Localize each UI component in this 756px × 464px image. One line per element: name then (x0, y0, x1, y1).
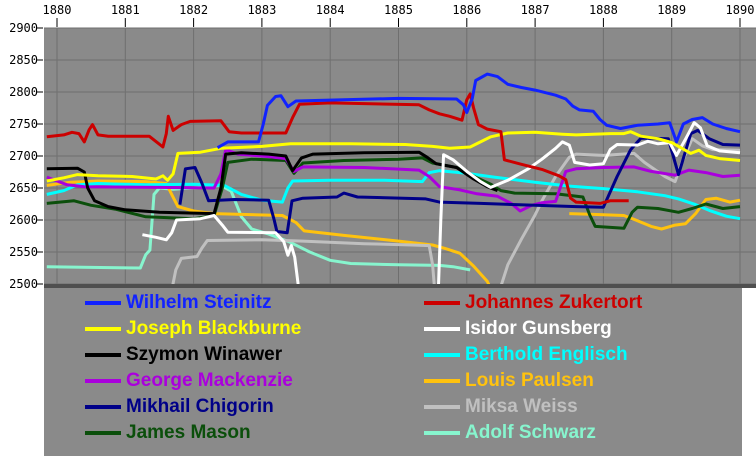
legend-label-mikhail-chigorin: Mikhail Chigorin (126, 396, 274, 417)
series-line-miksa-weiss (500, 137, 741, 284)
legend-label-james-mason: James Mason (126, 422, 251, 443)
legend-line-swatch-isidor-gunsberg (424, 327, 460, 331)
legend-label-isidor-gunsberg: Isidor Gunsberg (465, 318, 612, 339)
legend-line-swatch-szymon-winawer (85, 353, 121, 357)
legend-label-johannes-zukertort: Johannes Zukertort (465, 292, 643, 313)
legend-label-adolf-schwarz: Adolf Schwarz (465, 422, 596, 443)
series-line-isidor-gunsberg (142, 214, 300, 284)
x-axis-tick-label: 1888 (588, 3, 618, 17)
x-axis-tick-label: 1884 (315, 3, 345, 17)
legend-line-swatch-james-mason (85, 431, 121, 435)
y-axis-tick-label: 2500 (9, 277, 38, 291)
legend-line-swatch-mikhail-chigorin (85, 405, 121, 409)
series-line-isidor-gunsberg (437, 121, 741, 284)
y-axis-tick-label: 2700 (9, 149, 38, 163)
x-axis-tick-label: 1889 (657, 3, 687, 17)
legend-label-george-mackenzie: George Mackenzie (126, 370, 293, 391)
legend-line-swatch-adolf-schwarz (424, 431, 460, 435)
legend-line-swatch-miksa-weiss (424, 405, 460, 409)
legend-line-swatch-george-mackenzie (85, 379, 121, 383)
x-axis-tick-label: 1881 (110, 3, 140, 17)
x-axis-tick-label: 1880 (42, 3, 72, 17)
legend-item-george-mackenzie: George Mackenzie (85, 368, 293, 394)
x-axis-tick-label: 1883 (247, 3, 277, 17)
legend-line-swatch-johannes-zukertort (424, 301, 460, 305)
series-line-louis-paulsen (569, 196, 741, 231)
series-line-joseph-blackburne (46, 130, 741, 183)
legend-label-wilhelm-steinitz: Wilhelm Steinitz (126, 292, 272, 313)
legend-item-wilhelm-steinitz: Wilhelm Steinitz (85, 290, 272, 316)
y-axis-tick-label: 2650 (9, 181, 38, 195)
legend-item-isidor-gunsberg: Isidor Gunsberg (424, 316, 612, 342)
legend-label-szymon-winawer: Szymon Winawer (126, 344, 283, 365)
legend-label-berthold-englisch: Berthold Englisch (465, 344, 628, 365)
y-axis-tick-label: 2800 (9, 85, 38, 99)
legend-item-johannes-zukertort: Johannes Zukertort (424, 290, 642, 316)
legend-line-swatch-joseph-blackburne (85, 327, 121, 331)
x-axis-tick-label: 1890 (725, 3, 755, 17)
legend-item-berthold-englisch: Berthold Englisch (424, 342, 628, 368)
x-axis-tick-label: 1885 (384, 3, 413, 17)
series-line-miksa-weiss (171, 238, 436, 284)
series-line-wilhelm-steinitz (216, 72, 741, 150)
legend-label-joseph-blackburne: Joseph Blackburne (126, 318, 302, 339)
series-line-berthold-englisch (46, 169, 741, 221)
chart-legend: Wilhelm Steinitz Joseph Blackburne Szymon … (44, 288, 742, 456)
y-axis-tick-label: 2750 (9, 117, 38, 131)
y-axis-tick-label: 2900 (9, 21, 38, 35)
series-line-adolf-schwarz (46, 183, 471, 272)
series-line-johannes-zukertort (46, 92, 629, 205)
x-axis-tick-label: 1886 (452, 3, 482, 17)
legend-line-swatch-wilhelm-steinitz (85, 301, 121, 305)
plot-bottom-border (44, 284, 756, 288)
legend-line-swatch-berthold-englisch (424, 353, 460, 357)
legend-item-miksa-weiss: Miksa Weiss (424, 394, 578, 420)
legend-label-louis-paulsen: Louis Paulsen (465, 370, 594, 391)
x-axis-tick-label: 1882 (179, 3, 209, 17)
y-axis-tick-label: 2550 (9, 245, 38, 259)
legend-item-james-mason: James Mason (85, 420, 251, 446)
legend-item-louis-paulsen: Louis Paulsen (424, 368, 594, 394)
legend-item-adolf-schwarz: Adolf Schwarz (424, 420, 596, 446)
legend-item-joseph-blackburne: Joseph Blackburne (85, 316, 301, 342)
legend-item-mikhail-chigorin: Mikhail Chigorin (85, 394, 274, 420)
legend-item-szymon-winawer: Szymon Winawer (85, 342, 282, 368)
y-axis-tick-label: 2850 (9, 53, 38, 67)
series-line-szymon-winawer (46, 150, 499, 216)
legend-line-swatch-louis-paulsen (424, 379, 460, 383)
x-axis-tick-label: 1887 (520, 3, 550, 17)
y-axis-tick-label: 2600 (9, 213, 38, 227)
series-line-mikhail-chigorin (178, 128, 741, 235)
legend-label-miksa-weiss: Miksa Weiss (465, 396, 578, 417)
